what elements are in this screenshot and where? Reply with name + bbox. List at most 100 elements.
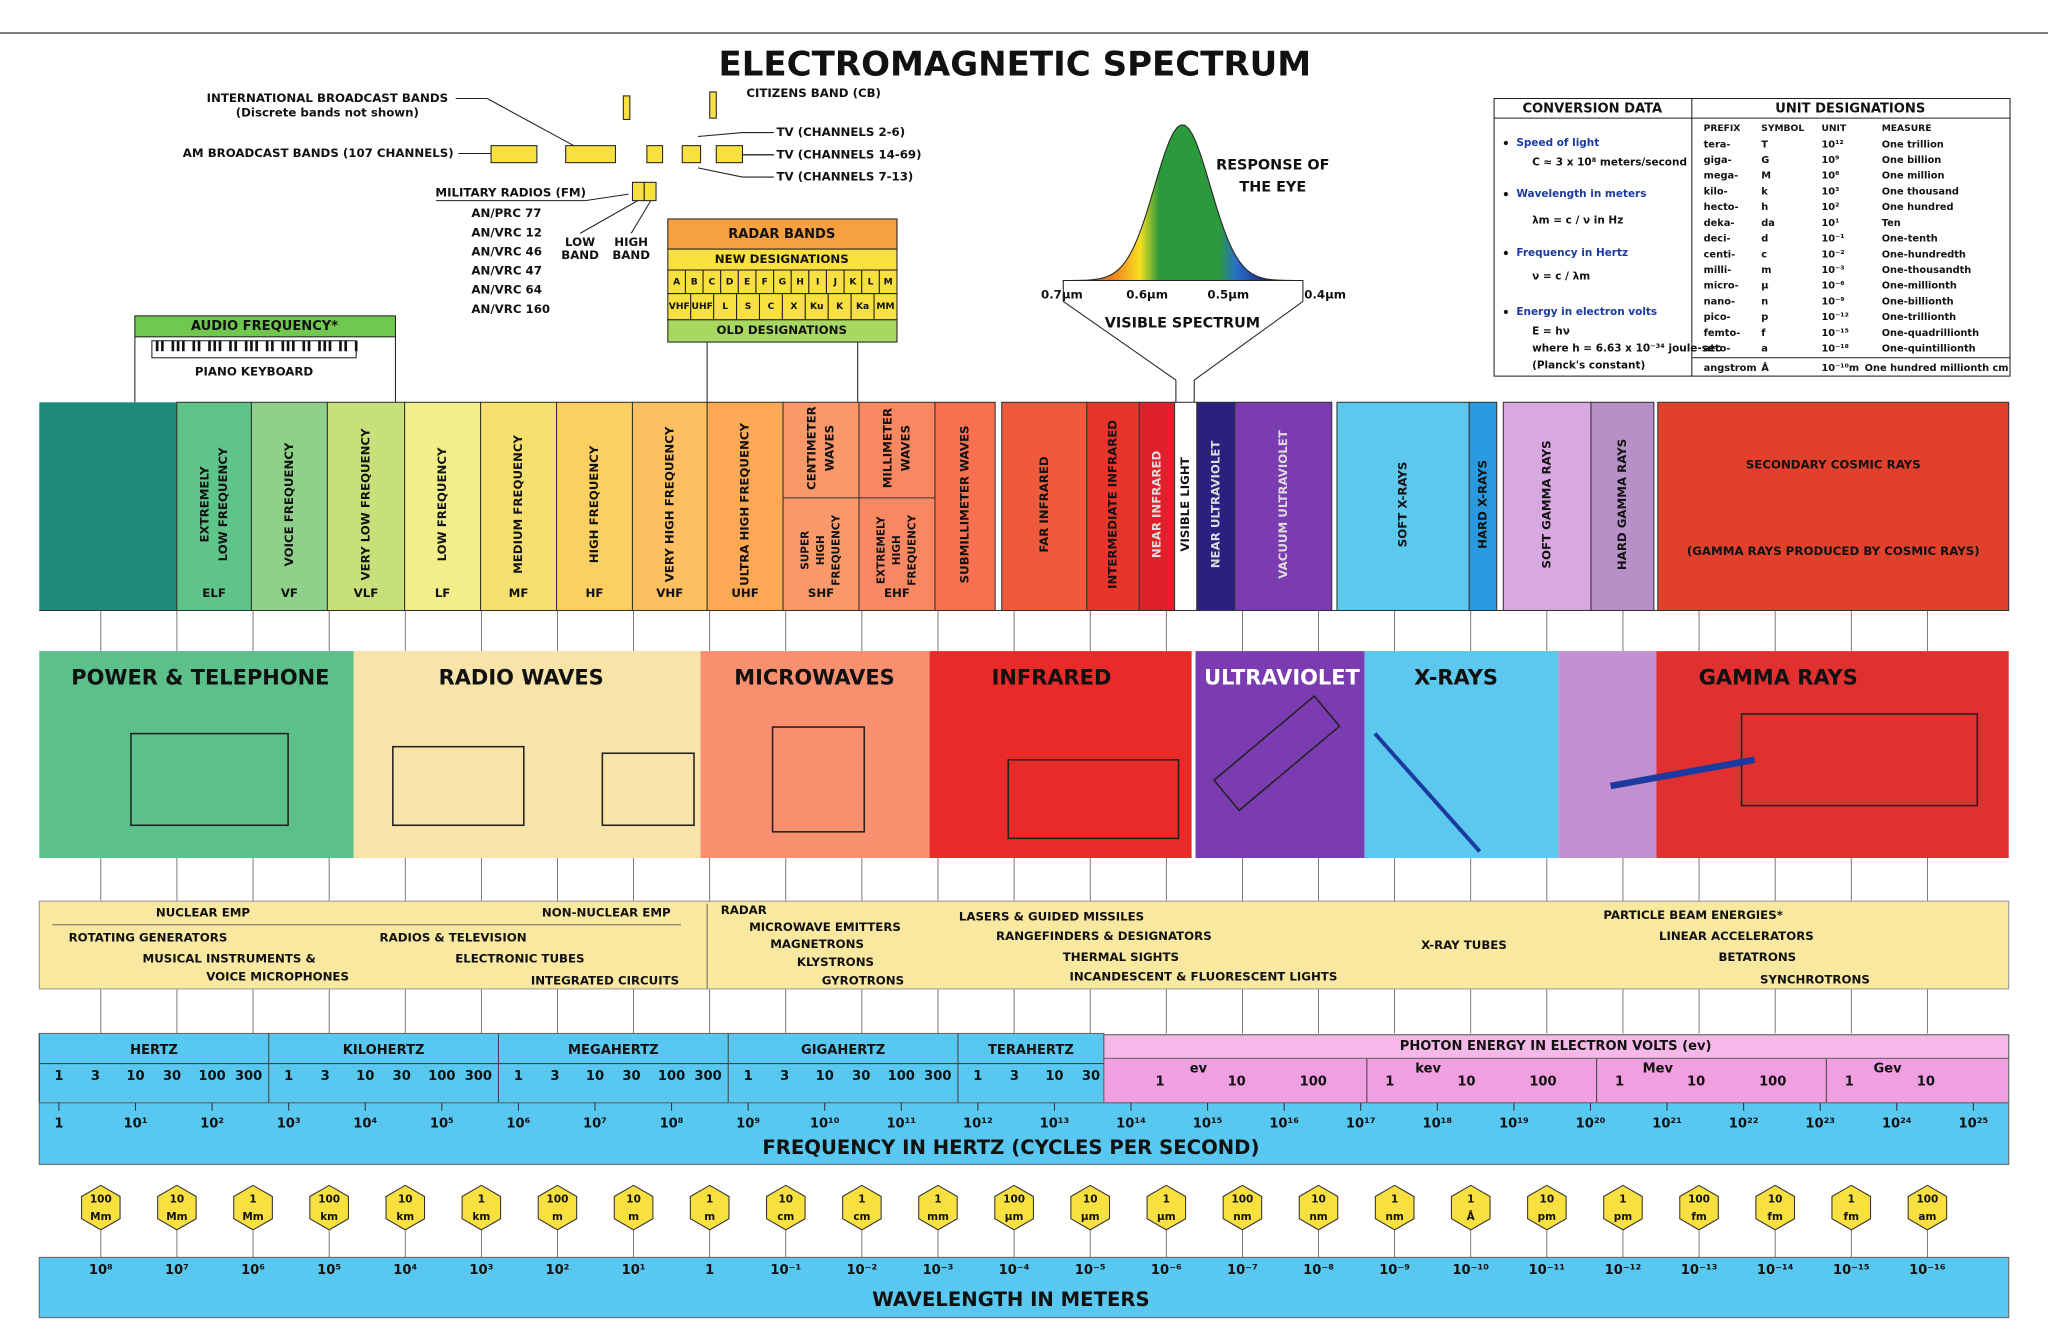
beam [1373, 732, 1482, 853]
photon-number: 1 [1615, 1074, 1624, 1089]
frequency-number: 10 [356, 1069, 374, 1084]
label: MILLIMETER [880, 408, 894, 488]
bullet [1503, 309, 1508, 315]
label: TERAHERTZ [988, 1043, 1074, 1058]
black-key [255, 340, 258, 352]
connector [486, 98, 577, 148]
band-segment [1657, 401, 2010, 612]
photon-number: 10 [1917, 1074, 1935, 1089]
application-panel [1558, 651, 1657, 858]
label: SOFT GAMMA RAYS [1540, 440, 1554, 568]
label: VISIBLE SPECTRUM [1105, 316, 1260, 332]
application-heading: ULTRAVIOLET [1204, 666, 1360, 690]
black-key [192, 340, 196, 352]
label: FREQUENCY IN HERTZ (CYCLES PER SECOND) [762, 1136, 1259, 1159]
application-heading: INFRARED [992, 666, 1112, 690]
label: HIGH [815, 535, 827, 565]
label: Ka [856, 301, 869, 312]
hexagon [994, 1184, 1034, 1231]
label: femto- [1704, 328, 1741, 339]
label: One billion [1882, 155, 1942, 166]
black-key [354, 340, 358, 352]
black-key [197, 340, 201, 352]
label: One-millionth [1882, 281, 1957, 292]
label: SYNCHROTRONS [1760, 972, 1870, 986]
label: AM BROADCAST BANDS (107 CHANNELS) [183, 146, 454, 160]
label: 1 [1467, 1194, 1474, 1206]
label: One-thousandth [1882, 265, 1972, 276]
label: AN/VRC 47 [471, 264, 542, 278]
label: 1 [1619, 1194, 1626, 1206]
label: f [1761, 328, 1766, 339]
frequency-number: 10 [816, 1069, 834, 1084]
label: 10¹⁷ [1346, 1116, 1376, 1131]
label: 1 [478, 1194, 485, 1206]
label: 100 [90, 1194, 112, 1206]
band-segment [39, 402, 177, 611]
frequency-number: 1 [284, 1069, 293, 1084]
label: AN/VRC 12 [471, 225, 542, 239]
label: UNIT DESIGNATIONS [1775, 101, 1925, 116]
frequency-number: 100 [658, 1069, 685, 1084]
hexagon [842, 1184, 882, 1231]
label: One million [1882, 171, 1945, 182]
hexagon [157, 1184, 197, 1231]
label: Ten [1882, 218, 1901, 229]
label: 10⁻² [846, 1263, 877, 1278]
label: ν = c / λm [1532, 271, 1590, 283]
illustration [1212, 694, 1341, 812]
label: pm [1614, 1211, 1632, 1223]
label: 10⁵ [317, 1263, 341, 1278]
label: H [796, 276, 804, 287]
label: tera- [1704, 139, 1731, 150]
frequency-number: 100 [888, 1069, 915, 1084]
label: CONVERSION DATA [1522, 101, 1663, 116]
label: mega- [1704, 171, 1739, 182]
frequency-number: 10 [126, 1069, 144, 1084]
label: X [790, 301, 797, 312]
label: VHF [656, 586, 683, 600]
band-block [490, 145, 538, 164]
label: VERY HIGH FREQUENCY [662, 426, 676, 582]
label: AN/VRC 46 [471, 244, 542, 258]
hexagon [766, 1184, 806, 1231]
label: 10 [1083, 1194, 1098, 1206]
black-key [302, 340, 306, 352]
connector [579, 200, 638, 234]
label: MM [876, 301, 894, 312]
application-panel [1656, 651, 2009, 858]
label: GIGAHERTZ [801, 1043, 885, 1058]
label: 10⁻⁹ [1379, 1263, 1410, 1278]
label: PREFIX [1704, 123, 1741, 134]
application-heading: X-RAYS [1414, 666, 1498, 690]
label: E = hν [1532, 326, 1570, 338]
label: 10¹⁶ [1269, 1116, 1299, 1131]
application-heading: GAMMA RAYS [1699, 666, 1858, 690]
label: K [849, 276, 857, 287]
label: m [628, 1211, 639, 1223]
label: 10⁻¹⁸ [1821, 344, 1848, 355]
frequency-number: 10 [586, 1069, 604, 1084]
label: 10⁷ [165, 1263, 189, 1278]
label: (GAMMA RAYS PRODUCED BY COSMIC RAYS) [1687, 544, 1980, 558]
label: giga- [1704, 155, 1732, 166]
band-segment [1196, 401, 1236, 612]
application-panel [929, 651, 1192, 858]
label: 10²⁴ [1882, 1116, 1912, 1131]
hexagon [1298, 1184, 1339, 1231]
label: 10⁻¹⁰ [1452, 1263, 1489, 1278]
band-block [715, 145, 743, 164]
band-segment [480, 401, 558, 612]
application-panel [39, 651, 361, 858]
label: 10¹¹ [886, 1116, 916, 1131]
black-key [281, 340, 285, 352]
wavelength-axis-box [38, 1256, 2010, 1319]
label: MICROWAVE EMITTERS [749, 920, 901, 934]
label: nm [1385, 1211, 1403, 1223]
band-block [643, 181, 657, 202]
black-key [286, 340, 290, 352]
label: BAND [561, 248, 599, 262]
label: ROTATING GENERATORS [69, 930, 228, 944]
label: D [726, 276, 734, 287]
illustration [130, 732, 289, 827]
